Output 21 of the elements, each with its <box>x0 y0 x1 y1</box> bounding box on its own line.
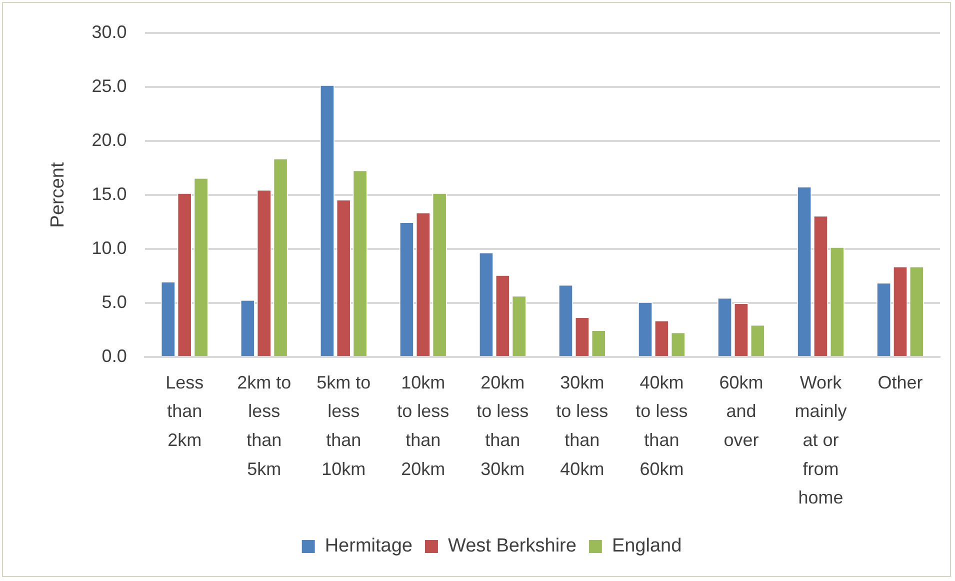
x-tick-label: Other <box>878 372 923 392</box>
legend-label: Hermitage <box>324 536 412 557</box>
y-tick-label: 5.0 <box>102 292 127 312</box>
x-tick-label: 5km to less than 10km <box>316 372 371 479</box>
x-tick-label: 30km to less than 40km <box>556 372 608 479</box>
y-tick-label: 0.0 <box>102 346 127 366</box>
y-tick-label: 30.0 <box>92 22 127 42</box>
x-tick-label: 40km to less than 60km <box>636 372 688 479</box>
x-tick-label: Less than 2km <box>166 372 204 450</box>
y-tick-label: 15.0 <box>92 184 127 204</box>
x-tick-label: 20km to less than 30km <box>476 372 529 479</box>
x-tick-label: Work mainly at or from home <box>794 372 847 508</box>
x-tick-label: 10km to less than 20km <box>397 372 450 479</box>
y-tick-label: 25.0 <box>92 76 127 96</box>
x-tick-label: 2km to less than 5km <box>237 372 292 479</box>
legend-label: West Berkshire <box>448 536 576 557</box>
y-axis-title: Percent <box>48 162 69 228</box>
x-tick-label: 60km and over <box>719 372 764 450</box>
y-tick-label: 10.0 <box>92 238 127 258</box>
y-tick-label: 20.0 <box>92 130 127 150</box>
legend-label: England <box>612 536 682 557</box>
